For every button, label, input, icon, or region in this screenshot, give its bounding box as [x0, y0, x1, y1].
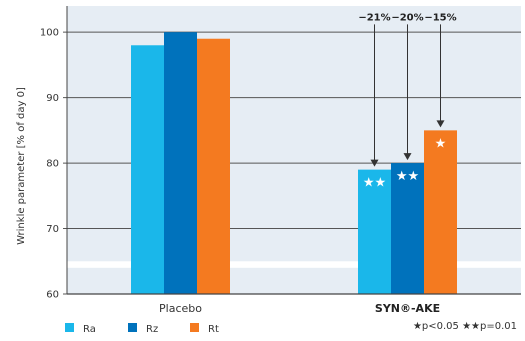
y-tick-label: 70 [46, 224, 59, 235]
significance-mark: ★★ [396, 169, 419, 184]
reduction-label: −15% [424, 12, 456, 23]
significance-marks: ★★ ★★★ [363, 136, 446, 190]
bar-ra-1 [358, 169, 391, 294]
significance-mark: ★ [435, 136, 447, 151]
legend-swatch-rt [190, 323, 199, 332]
category-labels: Placebo SYN®-AKE [159, 302, 440, 315]
axes [66, 6, 521, 295]
bar-rz-1 [391, 163, 424, 294]
legend-label: Rt [208, 324, 219, 335]
legend: Ra Rz Rt [65, 323, 219, 335]
plot-band [67, 261, 521, 268]
bar-rz-0 [164, 32, 197, 294]
arrow-head [403, 153, 412, 161]
y-tick-labels: 60 70 80 90 100 [40, 28, 59, 301]
bar-ra-0 [131, 45, 164, 294]
category-label: Placebo [159, 302, 202, 315]
significance-footnote: ★p<0.05 ★★p=0.01 [413, 321, 517, 332]
category-label: SYN®-AKE [375, 302, 440, 315]
bars [131, 32, 457, 295]
y-tick-label: 60 [46, 290, 59, 301]
legend-swatch-rz [128, 323, 137, 332]
annotations: −21% −20% −15% [358, 12, 457, 167]
y-axis-label: Wrinkle parameter [% of day 0] [16, 87, 27, 245]
y-tick-label: 90 [46, 93, 59, 104]
legend-swatch-ra [65, 323, 74, 332]
y-tick-label: 80 [46, 159, 59, 170]
reduction-label: −21% [358, 12, 390, 23]
arrow-head [370, 159, 379, 167]
reduction-label: −20% [391, 12, 423, 23]
bar-rt-1 [424, 130, 457, 294]
legend-label: Ra [83, 324, 96, 335]
legend-label: Rz [146, 324, 158, 335]
bar-rt-0 [197, 38, 230, 295]
significance-mark: ★★ [363, 176, 386, 191]
y-tick-label: 100 [40, 28, 59, 39]
arrow-head [436, 120, 445, 128]
